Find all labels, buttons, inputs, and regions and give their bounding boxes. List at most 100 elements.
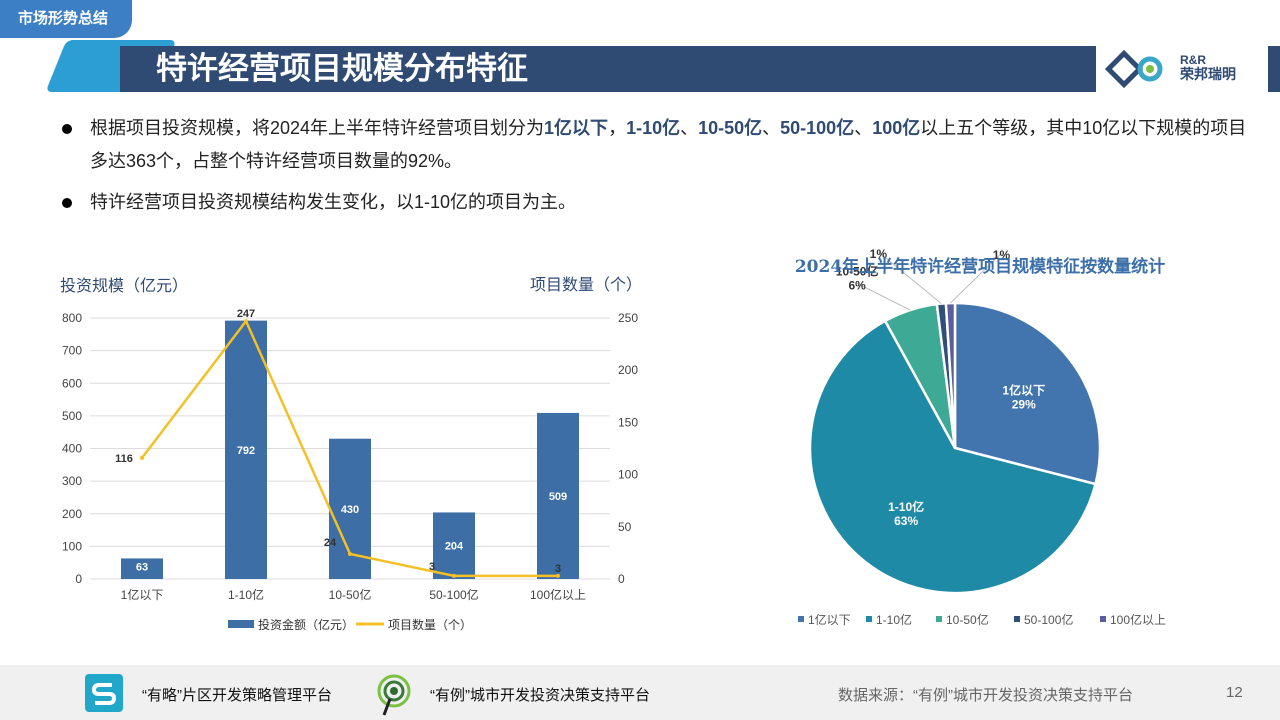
bar — [225, 320, 267, 579]
line-point — [452, 573, 456, 578]
bar-value-label: 63 — [136, 561, 148, 573]
line-point — [140, 455, 144, 460]
bullet-dot-icon — [62, 198, 72, 208]
line-value-label: 3 — [555, 563, 561, 575]
bar-value-label: 509 — [549, 491, 567, 503]
bullet-text: 、 — [680, 118, 699, 138]
line-point — [348, 551, 352, 556]
case-platform-label: “有例”城市开发投资决策支持平台 — [430, 687, 650, 704]
data-source: 数据来源：“有例”城市开发投资决策支持平台 — [838, 687, 1133, 704]
bullet-highlight: 100亿 — [872, 118, 921, 138]
pie-legend-label: 10-50亿 — [946, 612, 989, 627]
logo-text: R&R 荣邦瑞明 — [1180, 53, 1236, 81]
chart-legend: 投资金额（亿元） 项目数量（个） — [228, 617, 472, 632]
bullet-dot-icon — [62, 124, 72, 134]
bullet-item: 根据项目投资规模，将2024年上半年特许经营项目划分为1亿以下，1-10亿、10… — [60, 112, 1250, 178]
right-tick-label: 0 — [618, 572, 625, 586]
pie-chart-title: 2024年上半年特许经营项目规模特征按数量统计 — [794, 257, 1166, 277]
right-axis-title: 项目数量（个） — [530, 276, 642, 294]
category-label: 1-10亿 — [228, 587, 264, 602]
pie-leader-line — [878, 251, 942, 305]
pie-label: 10-50亿 — [836, 263, 879, 278]
pie-legend-label: 50-100亿 — [1024, 612, 1073, 627]
case-platform-icon — [377, 674, 411, 716]
bullet-text: 根据项目投资规模，将2024年上半年特许经营项目划分为 — [90, 118, 545, 138]
right-tick-label: 200 — [618, 363, 638, 377]
left-tick-label: 400 — [62, 442, 82, 456]
pie-leader-line — [856, 282, 911, 311]
left-tick-label: 300 — [62, 474, 82, 488]
pie-label: 1-10亿 — [888, 499, 924, 514]
pie-legend-label: 1-10亿 — [876, 612, 912, 627]
pie-legend-swatch — [798, 616, 804, 622]
company-logo — [1098, 46, 1266, 92]
pie-legend-label: 100亿以上 — [1110, 612, 1166, 627]
line-value-label: 3 — [429, 561, 435, 573]
page-title: 特许经营项目规模分布特征 — [120, 46, 1096, 92]
line-value-label: 24 — [324, 537, 337, 549]
category-label: 1亿以下 — [121, 587, 164, 602]
category-label: 50-100亿 — [429, 587, 478, 602]
category-label: 100亿以上 — [530, 587, 586, 602]
pie-percent-label: 6% — [848, 278, 866, 292]
count-pie-chart: 2024年上半年特许经营项目规模特征按数量统计 1亿以下 29% 1-10亿 63% 1… — [770, 232, 1190, 638]
left-tick-label: 500 — [62, 409, 82, 423]
bar — [433, 512, 475, 579]
line-point — [244, 319, 248, 324]
line-value-label: 116 — [115, 453, 133, 465]
pie-leader-line — [950, 252, 1002, 304]
logo-icon — [1098, 46, 1266, 92]
pie-legend-swatch — [1100, 616, 1106, 622]
pie-chart-svg: 1亿以下29%1-10亿63%10-50亿6%50-100亿1%100亿以上1%… — [798, 232, 1166, 627]
bullet-highlight: 1-10亿 — [626, 118, 681, 138]
pie-legend-label: 1亿以下 — [808, 612, 851, 627]
pie-slice — [944, 301, 957, 449]
left-tick-label: 0 — [75, 572, 82, 586]
bullet-text: 、 — [854, 118, 873, 138]
legend-bar-swatch — [228, 620, 254, 628]
header-edge-bar — [1268, 46, 1280, 92]
logo-line2: 荣邦瑞明 — [1180, 66, 1236, 82]
pie-slice — [808, 319, 1097, 595]
pie-percent-label: 29% — [1012, 398, 1036, 412]
bar — [537, 412, 579, 579]
pie-legend: 1亿以下 1-10亿 10-50亿 50-100亿 100亿以上 — [798, 612, 1166, 627]
legend-bar-label: 投资金额（亿元） — [258, 617, 354, 632]
bar — [121, 558, 163, 579]
bullet-text: ， — [608, 118, 627, 138]
line-value-label: 247 — [237, 308, 255, 320]
pie-legend-swatch — [1014, 616, 1020, 622]
bar-value-label: 204 — [445, 541, 464, 553]
bullet-highlight: 50-100亿 — [780, 118, 855, 138]
right-tick-label: 50 — [618, 520, 632, 534]
left-axis-title: 投资规模（亿元） — [60, 277, 188, 295]
pie-legend-swatch — [866, 616, 872, 622]
right-tick-label: 250 — [618, 311, 638, 325]
combo-chart-svg: 投资规模（亿元） 项目数量（个）0100200300400500600700800… — [60, 276, 642, 632]
right-tick-label: 100 — [618, 468, 638, 482]
left-tick-label: 600 — [62, 376, 82, 390]
left-tick-label: 100 — [62, 539, 82, 553]
left-tick-label: 700 — [62, 344, 82, 358]
bullet-highlight: 1亿以下 — [544, 118, 609, 138]
line-point — [556, 573, 560, 578]
pie-label: 1亿以下 — [1002, 383, 1045, 398]
strategy-platform-icon — [85, 674, 123, 712]
strategy-platform-label: “有略”片区开发策略管理平台 — [142, 687, 332, 704]
investment-combo-chart: 投资规模（亿元） 项目数量（个） 0 100 200 300 400 500 600 700 800… — [50, 270, 660, 640]
legend-line-label: 项目数量（个） — [388, 617, 472, 632]
left-tick-label: 200 — [62, 507, 82, 521]
pie-percent-label: 1% — [870, 248, 888, 261]
page-number: 12 — [1226, 684, 1243, 701]
bar-value-label: 792 — [237, 445, 255, 457]
bullet-text: 特许经营项目投资规模结构发生变化，以1-10亿的项目为主。 — [90, 192, 577, 212]
bullet-highlight: 10-50亿 — [698, 118, 763, 138]
bullet-text: 以上五个等级，其中10亿以下规模的项目多达363个，占整个特许经营项目数量的92… — [90, 118, 1247, 171]
bullet-list: 根据项目投资规模，将2024年上半年特许经营项目划分为1亿以下，1-10亿、10… — [60, 112, 1250, 227]
pie-slice — [953, 301, 1102, 486]
bullet-item: 特许经营项目投资规模结构发生变化，以1-10亿的项目为主。 — [60, 186, 1250, 219]
bar-value-label: 430 — [341, 504, 359, 516]
pie-legend-swatch — [936, 616, 942, 622]
right-tick-label: 150 — [618, 415, 638, 429]
category-label: 10-50亿 — [329, 587, 372, 602]
